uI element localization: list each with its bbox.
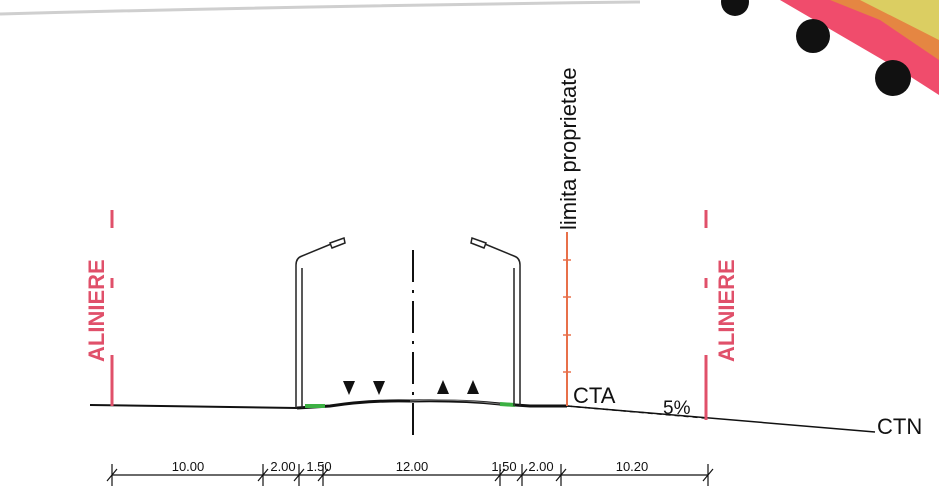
up-triangle-icon	[467, 380, 479, 394]
down-triangle-icon	[343, 381, 355, 395]
dot-marker-2	[796, 19, 830, 53]
alignment-left-label: ALINIERE	[84, 259, 109, 362]
up-triangle-icon	[437, 380, 449, 394]
property-limit-label: limita proprietate	[556, 67, 581, 230]
street-lamp-left-icon	[295, 237, 346, 408]
traffic-direction-left	[343, 381, 385, 395]
street-lamp-right-icon	[470, 237, 521, 406]
alignment-left: ALINIERE	[84, 210, 114, 406]
dimension-chain: 10.00 2.00 1.50 12.00 1.50 2.00 10.20	[106, 459, 714, 486]
cta-label: CTA	[573, 383, 616, 408]
dimension-label: 10.20	[616, 459, 649, 474]
natural-terrain-line	[566, 405, 876, 433]
dimension-label: 2.00	[270, 459, 295, 474]
dot-marker-1	[721, 0, 749, 16]
dimension-label: 12.00	[396, 459, 429, 474]
traffic-direction-right	[437, 380, 479, 394]
corner-decoration	[0, 0, 939, 96]
slope-label: 5%	[663, 398, 691, 419]
property-limit: limita proprietate	[556, 67, 581, 406]
corner-band-highlight	[860, 0, 939, 40]
alignment-right-label: ALINIERE	[714, 259, 739, 362]
dimension-label: 2.00	[528, 459, 553, 474]
ground-profile	[89, 399, 876, 433]
dimension-label: 10.00	[172, 459, 205, 474]
scan-edge-line	[0, 0, 641, 16]
alignment-right: ALINIERE	[704, 210, 739, 420]
dot-marker-3	[875, 60, 911, 96]
dimension-label: 1.50	[491, 459, 516, 474]
ctn-label: CTN	[877, 414, 922, 439]
dimension-label: 1.50	[306, 459, 331, 474]
verge-strips	[305, 402, 516, 408]
verge-right	[499, 402, 516, 407]
down-triangle-icon	[373, 381, 385, 395]
road-crown	[409, 399, 501, 405]
left-ground-line	[89, 404, 298, 409]
road-surface	[296, 399, 567, 410]
